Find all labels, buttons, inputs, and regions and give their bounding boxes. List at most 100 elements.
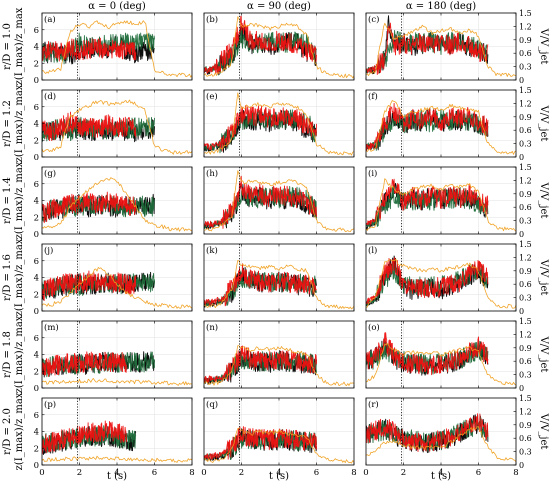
row-label-r14: r/D = 1.4 <box>2 177 13 224</box>
row-label-r12: r/D = 1.2 <box>2 100 13 147</box>
y-axis-label-right: V/V_jet <box>538 413 549 450</box>
panel-plot-area <box>366 100 516 155</box>
series-line-orange <box>366 100 516 155</box>
y-tick-label-left: 0 <box>34 307 39 317</box>
y-tick-label-right: 0.9 <box>519 113 532 122</box>
series-line-red <box>42 420 127 455</box>
series-line-green <box>366 261 489 307</box>
y-axis-label-left: z(I_max)/z_max <box>14 161 25 239</box>
y-tick-label-left: 4 <box>34 43 39 53</box>
y-tick-label-right: 1.5 <box>519 86 532 95</box>
y-axis-label-left: z(I_max)/z_max <box>14 315 25 393</box>
y-tick-label-right: 0.9 <box>519 190 532 199</box>
series-line-red <box>42 191 137 224</box>
panel-label: (q) <box>206 399 218 410</box>
series-line-orange <box>204 16 354 79</box>
series-line-red <box>42 270 137 301</box>
series-line-red <box>366 332 489 376</box>
series-line-red <box>42 111 137 142</box>
y-tick-label-right: 0 <box>519 384 524 393</box>
y-axis-label-left: z(I_max)/z_max <box>14 84 25 162</box>
y-tick-label-right: 1.5 <box>519 9 532 18</box>
x-tick-label: 0 <box>201 468 206 478</box>
panel-label: (i) <box>368 168 377 179</box>
series-line-red <box>204 345 317 384</box>
panel-plot-area <box>366 255 516 309</box>
series-line-orange <box>42 455 192 463</box>
panel-plot-area <box>42 351 192 386</box>
series-line-red <box>366 22 489 75</box>
x-tick-label: 8 <box>351 468 356 478</box>
panel-label: (r) <box>368 399 379 410</box>
x-axis-label: t (s) <box>269 471 289 482</box>
panel-label: (j) <box>44 245 53 256</box>
series-line-orange <box>42 378 192 386</box>
row-label-r16: r/D = 1.6 <box>2 254 13 301</box>
y-axis-label-right: V/V_jet <box>538 105 549 142</box>
panel-label: (f) <box>368 91 378 102</box>
panel-f: 0 0.3 0.6 0.9 1.2 1.5 (f) <box>365 86 532 162</box>
y-tick-label-right: 0.3 <box>519 140 532 149</box>
series-line-orange <box>204 259 354 310</box>
y-tick-label-right: 1.2 <box>519 330 532 339</box>
y-tick-label-right: 0.9 <box>519 36 532 45</box>
y-tick-label-right: 0.6 <box>519 357 532 366</box>
series-line-red <box>204 105 317 152</box>
panel-q: 0 2 4 6 8 (q) <box>201 397 357 478</box>
y-tick-label-left: 2 <box>34 213 39 223</box>
right-axis-labels: V/V_jet V/V_jet V/V_jet V/V_jet V/V_jet V/V_j… <box>538 28 549 450</box>
series-line-orange <box>366 258 516 309</box>
y-tick-label-left: 6 <box>34 26 39 36</box>
y-tick-label-left: 4 <box>34 351 39 361</box>
series-line-green <box>42 32 155 65</box>
y-tick-label-right: 1.5 <box>519 240 532 249</box>
panel-plot-area <box>42 267 192 309</box>
x-tick-label: 2 <box>239 468 244 478</box>
row-label-r20: r/D = 2.0 <box>2 408 13 455</box>
panel-label: (m) <box>44 322 59 333</box>
panel-plot-area <box>204 426 354 464</box>
panel-a: 0 2 4 6 (a) <box>34 12 193 86</box>
series-line-orange <box>204 427 354 464</box>
y-tick-label-right: 0 <box>519 153 524 162</box>
y-tick-label-left: 2 <box>34 136 39 146</box>
x-tick-label: 0 <box>363 468 368 478</box>
y-axis-label-right: V/V_jet <box>538 336 549 373</box>
panel-label: (l) <box>368 245 377 256</box>
y-tick-label-right: 0.9 <box>519 421 532 430</box>
panel-plot-area <box>366 413 516 463</box>
panel-e: (e) <box>203 89 355 158</box>
y-tick-label-left: 2 <box>34 290 39 300</box>
panel-r: 0 0.3 0.6 0.9 1.2 1.5 0 2 4 6 8 (r) <box>363 394 531 478</box>
x-tick-label: 8 <box>189 468 194 478</box>
y-tick-label-right: 1.2 <box>519 253 532 262</box>
panel-label: (o) <box>368 322 380 333</box>
series-line-orange <box>204 170 354 232</box>
column-title-a90: α = 90 (deg) <box>247 1 311 12</box>
panel-c: 0 0.3 0.6 0.9 1.2 1.5 (c) <box>365 9 532 85</box>
y-tick-label-left: 0 <box>34 461 39 471</box>
y-tick-label-right: 0.6 <box>519 126 532 135</box>
series-line-red <box>204 15 317 75</box>
y-tick-label-right: 0.6 <box>519 203 532 212</box>
panel-plot-area <box>42 99 192 155</box>
row-label-r18: r/D = 1.8 <box>2 331 13 378</box>
series-line-orange <box>366 22 516 77</box>
y-tick-label-left: 6 <box>34 103 39 113</box>
panel-m: 0 2 4 6 (m) <box>34 320 193 394</box>
y-tick-label-right: 1.2 <box>519 407 532 416</box>
panel-label: (e) <box>206 91 218 102</box>
y-tick-label-left: 6 <box>34 334 39 344</box>
x-tick-label: 6 <box>476 468 481 478</box>
y-tick-label-right: 0 <box>519 461 524 470</box>
y-tick-label-left: 4 <box>34 428 39 438</box>
y-tick-label-left: 0 <box>34 384 39 394</box>
x-tick-label: 2 <box>77 468 82 478</box>
y-tick-label-right: 1.2 <box>519 176 532 185</box>
x-tick-label: 4 <box>276 468 281 478</box>
y-tick-label-right: 1.5 <box>519 317 532 326</box>
x-tick-label: 0 <box>39 468 44 478</box>
y-axis-label-right: V/V_jet <box>538 28 549 65</box>
y-tick-label-left: 6 <box>34 180 39 190</box>
y-tick-label-right: 0.3 <box>519 371 532 380</box>
